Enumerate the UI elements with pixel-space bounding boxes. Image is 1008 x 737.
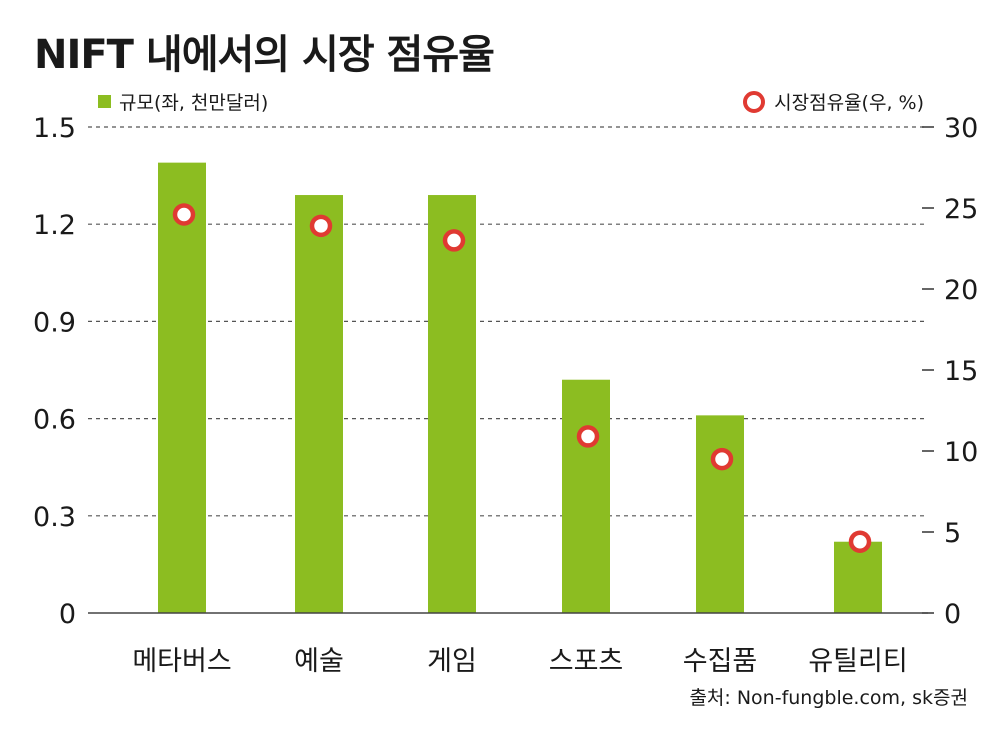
share-marker [442, 229, 466, 252]
y-right-tick-label: 10 [944, 437, 978, 468]
y-right-tick-label: 25 [944, 194, 978, 225]
bar [834, 541, 882, 613]
y-right-tick-label: 15 [944, 356, 978, 387]
bar [428, 195, 476, 614]
y-right-tick-label: 20 [944, 275, 978, 306]
x-category-label: 유틸리티 [808, 646, 907, 677]
bar [295, 195, 343, 614]
share-marker [172, 203, 196, 226]
y-right-tick-label: 0 [944, 599, 961, 630]
chart-title: NIFT 내에서의 시장 점유율 [34, 32, 495, 78]
source-note: 출처: Non-fungble.com, sk증권 [689, 687, 968, 709]
legend-marker-label: 시장점유율(우, %) [774, 92, 924, 114]
bar [158, 162, 206, 613]
x-category-label: 게임 [427, 646, 477, 677]
share-marker [576, 425, 600, 448]
y-right-tick-label: 5 [944, 518, 961, 549]
x-category-label: 스포츠 [549, 646, 624, 677]
bar [696, 415, 744, 613]
x-category-label: 수집품 [683, 646, 758, 677]
bar [562, 379, 610, 613]
legend-marker-swatch [743, 90, 766, 113]
share-marker [309, 214, 333, 238]
legend-marker: 시장점유율(우, %) [743, 88, 924, 115]
x-category-label: 메타버스 [132, 646, 231, 677]
y-left-tick-label: 0.9 [33, 307, 76, 338]
legend-bar-label: 규모(좌, 천만달러) [119, 92, 269, 114]
y-left-tick-label: 0 [59, 599, 76, 630]
legend-bar: 규모(좌, 천만달러) [98, 88, 268, 115]
share-marker [710, 447, 734, 471]
share-marker [848, 530, 872, 553]
y-left-tick-label: 1.2 [33, 210, 76, 241]
legend-bar-swatch [98, 95, 111, 108]
y-right-tick-label: 30 [944, 113, 978, 144]
y-left-tick-label: 0.3 [33, 502, 76, 533]
y-left-tick-label: 0.6 [33, 405, 76, 436]
x-category-label: 예술 [294, 646, 344, 677]
y-left-tick-label: 1.5 [33, 113, 76, 144]
